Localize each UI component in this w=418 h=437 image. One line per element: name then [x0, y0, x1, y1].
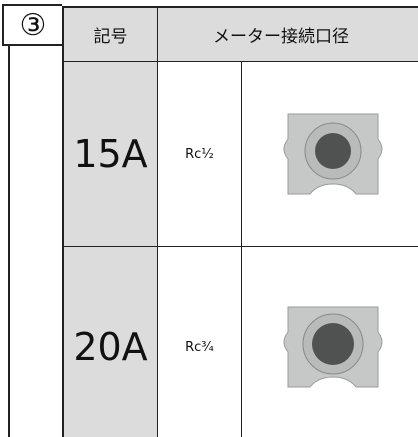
size-cell: Rc³⁄₄: [158, 247, 242, 437]
table: 記号 メーター接続口径 15A Rc¹⁄₂ 20A Rc³⁄₄: [62, 6, 418, 437]
header-cell: メーター接続口径: [158, 8, 418, 62]
size-cell: Rc¹⁄₂: [158, 62, 242, 247]
fitting-photo: [283, 113, 383, 195]
photo-cell: [242, 62, 418, 247]
badge: ③: [19, 7, 47, 43]
badge-box: ③: [2, 4, 62, 46]
code: 20A: [73, 325, 148, 369]
code: 15A: [73, 132, 148, 176]
size: Rc¹⁄₂: [185, 146, 214, 162]
header-text: メーター接続口径: [213, 27, 349, 47]
header-text: 記号: [93, 27, 128, 47]
code-cell: 15A: [64, 62, 158, 247]
fitting-photo: [283, 306, 383, 388]
header-cell: 記号: [64, 8, 158, 62]
size: Rc³⁄₄: [185, 339, 214, 355]
photo-cell: [242, 247, 418, 437]
code-cell: 20A: [64, 247, 158, 437]
left-rule: [8, 46, 10, 437]
